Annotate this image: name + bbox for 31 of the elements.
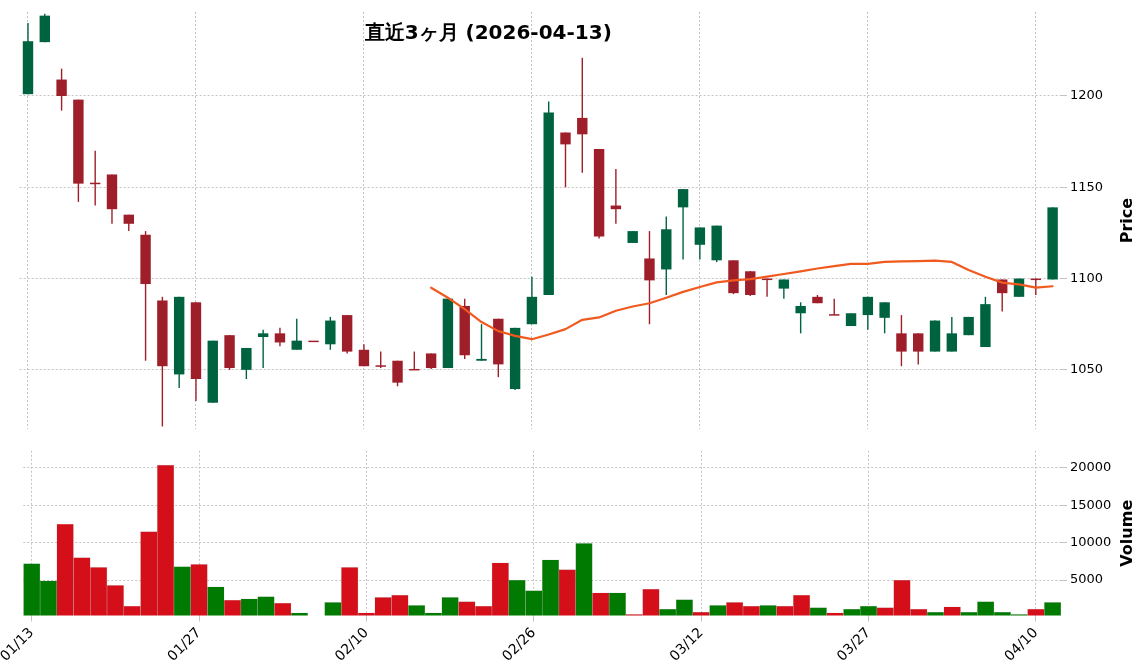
candlestick <box>274 327 286 347</box>
candlestick <box>325 316 336 351</box>
candlestick <box>879 301 890 335</box>
text: 直近3ヶ月 (2026-04-13) <box>363 20 612 45</box>
candlestick <box>795 301 806 335</box>
candlestick <box>677 188 689 261</box>
candlestick <box>476 323 487 362</box>
candlestick <box>862 296 874 331</box>
candlestick <box>257 328 269 369</box>
y-tick-label: 1200 <box>1070 87 1104 103</box>
candlestick <box>644 230 655 325</box>
y-tick-label: 15000 <box>1070 496 1112 512</box>
candlestick <box>392 360 403 387</box>
candlestick <box>291 318 302 351</box>
candlestick <box>896 314 907 367</box>
candlestick <box>778 278 790 300</box>
y-tick-label: 1150 <box>1070 178 1104 194</box>
y-tick-label: 1050 <box>1070 361 1104 377</box>
candlestick <box>694 226 706 261</box>
candlestick <box>913 332 924 366</box>
y-axis-title: Volume <box>1117 499 1137 567</box>
candlestick <box>56 67 67 112</box>
candlestick <box>241 347 252 380</box>
y-tick-label: 10000 <box>1070 534 1112 550</box>
candlestick <box>560 131 571 188</box>
y-tick-label: 5000 <box>1070 571 1104 587</box>
y-tick-label: 1100 <box>1070 269 1104 285</box>
y-axis-title: Price <box>1117 197 1137 244</box>
candlestick <box>577 56 588 174</box>
candlestick <box>946 316 958 353</box>
y-tick-label: 20000 <box>1070 459 1112 475</box>
